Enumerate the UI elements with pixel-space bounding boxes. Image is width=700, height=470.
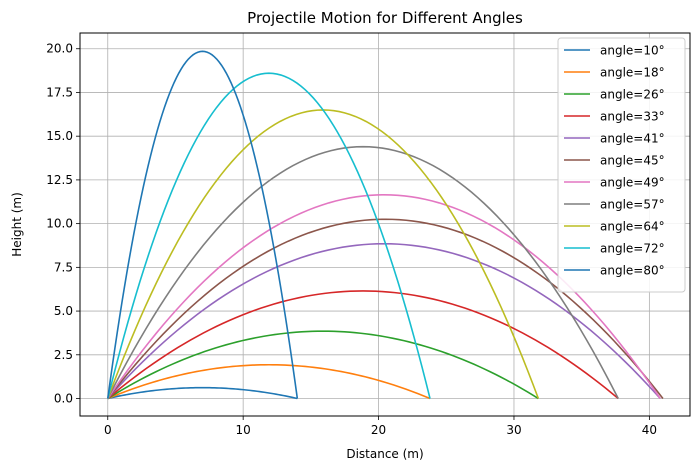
y-axis: 0.0 2.5 5.0 7.5 10.0 12.5 15.0 17.5 20.0 — [46, 42, 80, 406]
x-axis: 0 10 20 30 40 — [104, 416, 657, 437]
legend-label: angle=26° — [600, 88, 665, 102]
trajectory-line-72 — [106, 72, 431, 399]
legend-box — [557, 37, 686, 293]
series-group — [106, 50, 664, 400]
x-tick-label: 0 — [104, 423, 112, 437]
x-tick-label: 20 — [371, 423, 386, 437]
y-tick-label: 10.0 — [46, 217, 73, 231]
y-tick-label: 20.0 — [46, 42, 73, 56]
x-tick-label: 10 — [236, 423, 251, 437]
y-tick-label: 12.5 — [46, 173, 73, 187]
legend-label: angle=80° — [600, 264, 665, 278]
trajectory-line-57 — [107, 145, 619, 399]
y-axis-label: Height (m) — [10, 192, 24, 257]
y-tick-label: 0.0 — [54, 392, 73, 406]
trajectory-line-41 — [107, 242, 661, 400]
legend-label: angle=57° — [600, 198, 665, 212]
legend-label: angle=18° — [600, 66, 665, 80]
trajectory-line-26 — [107, 330, 539, 400]
legend: angle=10° angle=18° angle=26° angle=33° angl… — [557, 37, 686, 293]
trajectory-line-33 — [107, 290, 619, 400]
x-tick-label: 30 — [506, 423, 521, 437]
trajectory-line-45 — [107, 218, 664, 400]
legend-label: angle=41° — [600, 132, 665, 146]
y-tick-label: 7.5 — [54, 260, 73, 274]
plot-frame — [79, 32, 691, 417]
legend-label: angle=10° — [600, 44, 665, 58]
legend-label: angle=72° — [600, 242, 665, 256]
y-tick-label: 17.5 — [46, 85, 73, 99]
legend-label: angle=33° — [600, 110, 665, 124]
y-tick-label: 15.0 — [46, 129, 73, 143]
y-tick-label: 5.0 — [54, 304, 73, 318]
legend-label: angle=45° — [600, 154, 665, 168]
legend-label: angle=49° — [600, 176, 665, 190]
trajectory-line-18 — [107, 363, 431, 400]
legend-label: angle=64° — [600, 220, 665, 234]
y-tick-label: 2.5 — [54, 348, 73, 362]
chart-title: Projectile Motion for Different Angles — [247, 9, 523, 27]
trajectory-line-10 — [107, 386, 298, 400]
trajectory-line-80 — [106, 50, 299, 399]
x-axis-label: Distance (m) — [346, 447, 423, 461]
x-tick-label: 40 — [642, 423, 657, 437]
